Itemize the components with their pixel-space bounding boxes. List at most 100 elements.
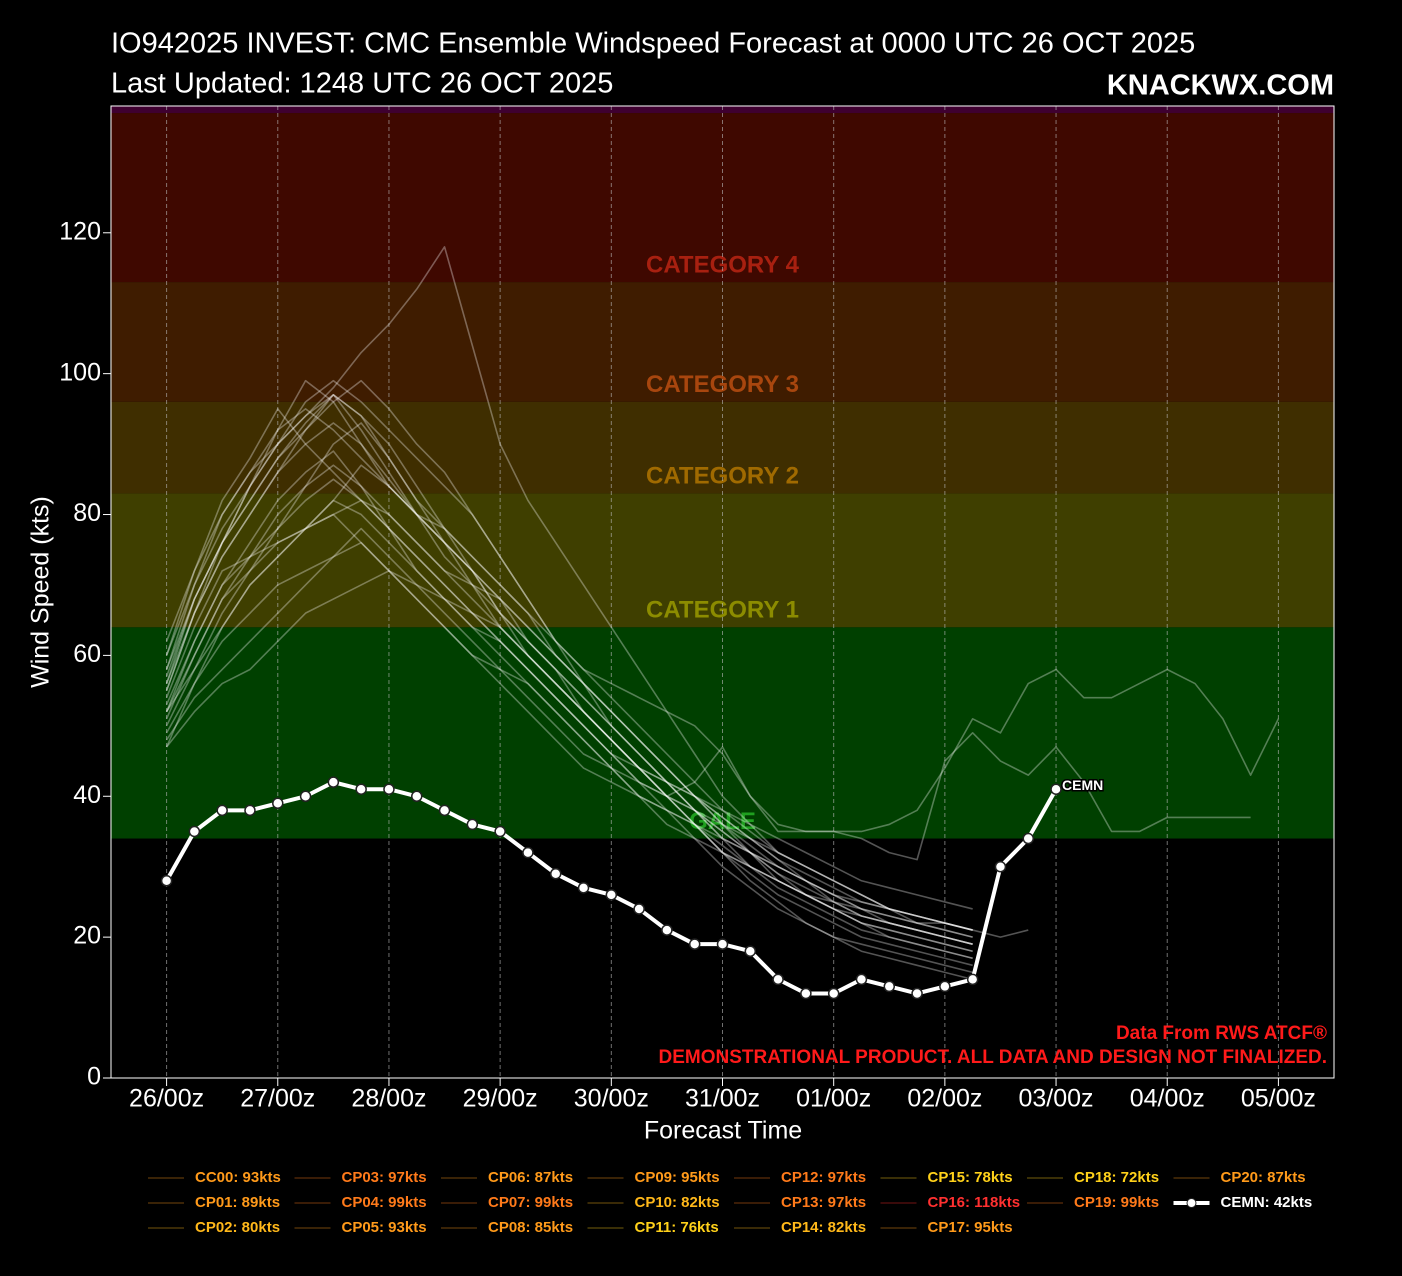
legend: CC00: 93kts CP01: 89kts CP02: 80kts CP03: 9… <box>148 1169 1312 1236</box>
mean-marker <box>661 924 673 936</box>
legend-label: CP07: 99kts <box>488 1194 573 1211</box>
mean-marker <box>633 903 645 915</box>
mean-marker <box>216 804 228 817</box>
legend-label: CP20: 87kts <box>1221 1169 1306 1186</box>
y-tick-label: 80 <box>73 499 101 527</box>
mean-marker <box>411 790 423 803</box>
member-line <box>165 499 973 952</box>
x-tick-label: 05/00z <box>1241 1085 1316 1113</box>
mean-marker <box>160 875 173 887</box>
legend-label: CP19: 99kts <box>1074 1194 1159 1211</box>
x-tick-label: 28/00z <box>351 1085 426 1113</box>
legend-label: CP01: 89kts <box>195 1194 280 1211</box>
legend-label: CEMN: 42kts <box>1221 1194 1313 1211</box>
legend-label: CP18: 72kts <box>1074 1169 1159 1186</box>
y-tick-label: 100 <box>59 358 101 386</box>
annotation: Data From RWS ATCF® <box>1116 1023 1327 1044</box>
mean-marker <box>716 938 729 950</box>
legend-label: CP04: 99kts <box>342 1194 427 1211</box>
legend-label: CP13: 97kts <box>781 1194 866 1211</box>
y-tick-label: 0 <box>87 1063 101 1091</box>
member-line <box>165 393 1029 938</box>
lines <box>160 246 1280 1000</box>
x-tick-label: 26/00z <box>129 1085 204 1113</box>
mean-marker <box>911 987 923 1000</box>
member-line <box>165 246 973 931</box>
mean-marker <box>1022 832 1034 845</box>
legend-label: CP09: 95kts <box>635 1169 720 1186</box>
mean-marker <box>188 825 201 838</box>
end-label: CEMN <box>1062 777 1103 793</box>
y-tick-label: 20 <box>73 922 101 950</box>
mean-marker <box>299 790 312 803</box>
mean-marker <box>800 987 812 1000</box>
member-line <box>165 379 973 945</box>
member-line <box>165 527 973 938</box>
legend-label: CP10: 82kts <box>635 1194 720 1211</box>
mean-marker <box>438 804 451 817</box>
mean-marker <box>883 980 896 993</box>
x-tick-label: 02/00z <box>907 1085 982 1113</box>
plot-frame <box>110 105 1335 1079</box>
member-line <box>165 408 973 945</box>
x-tick-label: 01/00z <box>796 1085 871 1113</box>
member-line <box>165 379 973 938</box>
member-line <box>165 499 973 945</box>
mean-marker <box>244 804 256 817</box>
legend-label: CP06: 87kts <box>488 1169 573 1186</box>
member-line <box>165 513 973 974</box>
mean-marker <box>494 825 506 838</box>
member-line <box>165 379 1280 833</box>
legend-label: CP02: 80kts <box>195 1219 280 1236</box>
x-tick-label: 30/00z <box>574 1085 649 1113</box>
x-tick-label: 04/00z <box>1130 1085 1205 1113</box>
legend-label: CP15: 78kts <box>928 1169 1013 1186</box>
legend-label: CP16: 118kts <box>928 1194 1021 1211</box>
mean-marker <box>327 776 340 788</box>
watermark: KNACKWX.COM <box>1107 70 1334 102</box>
legend-marker <box>1186 1198 1197 1208</box>
mean-marker <box>466 818 479 831</box>
mean-marker <box>966 973 979 986</box>
mean-marker <box>272 797 284 810</box>
mean-marker <box>855 973 868 986</box>
mean-marker <box>688 938 701 950</box>
mean-marker <box>577 882 590 894</box>
member-line <box>165 478 973 945</box>
x-tick-label: 03/00z <box>1019 1085 1094 1113</box>
member-line <box>165 570 973 931</box>
member-line <box>165 393 973 931</box>
x-tick-label: 29/00z <box>463 1085 538 1113</box>
member-line <box>165 422 973 960</box>
mean-marker <box>355 783 367 795</box>
mean-marker <box>549 867 562 880</box>
mean-marker <box>522 846 534 859</box>
mean-marker <box>1050 783 1062 795</box>
member-line <box>165 450 973 981</box>
legend-label: CP17: 95kts <box>928 1219 1013 1236</box>
annotation: DEMONSTRATIONAL PRODUCT. ALL DATA AND DE… <box>659 1047 1328 1068</box>
member-line <box>165 464 973 967</box>
y-tick-label: 60 <box>73 640 101 668</box>
member-line <box>165 393 973 910</box>
member-line <box>165 464 1251 861</box>
legend-label: CP08: 85kts <box>488 1219 573 1236</box>
x-tick-label: 31/00z <box>685 1085 760 1113</box>
mean-marker <box>939 980 951 993</box>
mean-marker <box>994 860 1007 873</box>
legend-label: CP05: 93kts <box>342 1219 427 1236</box>
chart-subtitle: Last Updated: 1248 UTC 26 OCT 2025 <box>111 68 613 100</box>
legend-label: CC00: 93kts <box>195 1169 281 1186</box>
member-line <box>165 541 973 960</box>
grid: 0 20 40 60 80 100 120 26/00z 27/00z 28/00z 29/00z 3… <box>59 106 1316 1113</box>
legend-label: CP11: 76kts <box>635 1219 719 1236</box>
legend-label: CP12: 97kts <box>781 1169 866 1186</box>
member-line <box>165 422 973 952</box>
legend-label: CP14: 82kts <box>781 1219 866 1236</box>
y-tick-label: 120 <box>59 217 101 245</box>
mean-marker <box>827 987 840 1000</box>
x-tick-label: 27/00z <box>240 1085 315 1113</box>
mean-marker <box>744 945 757 957</box>
